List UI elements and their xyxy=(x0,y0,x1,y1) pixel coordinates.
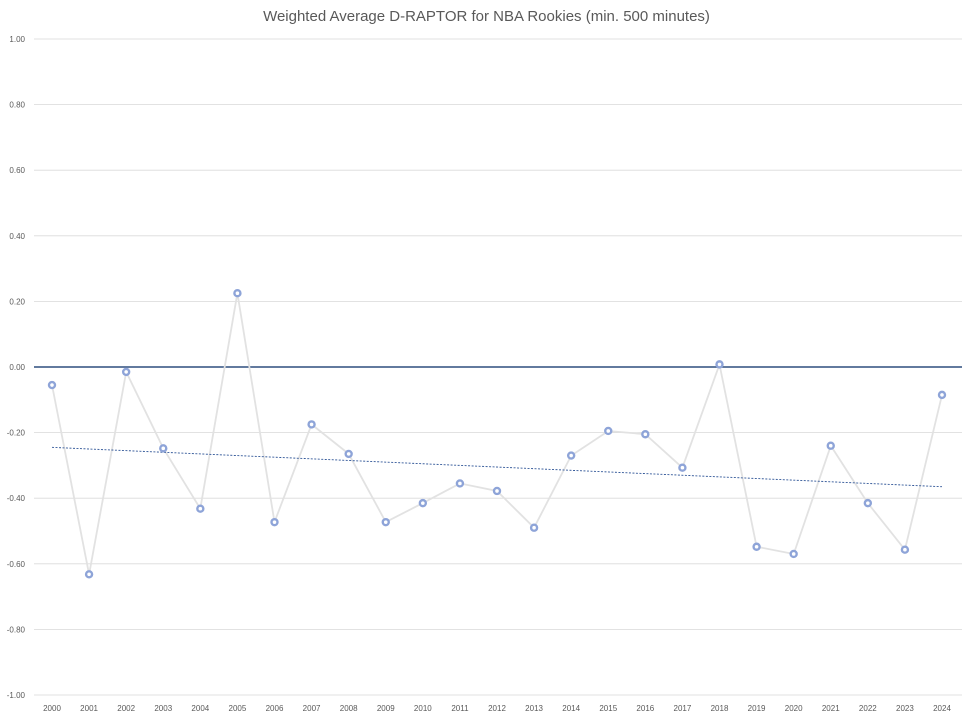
data-point xyxy=(84,570,94,579)
data-point xyxy=(863,498,873,508)
data-point xyxy=(159,444,168,453)
x-tick-label: 2003 xyxy=(154,704,172,713)
y-tick-label: 1.00 xyxy=(9,35,25,44)
x-tick-label: 2008 xyxy=(340,704,358,713)
data-point xyxy=(455,479,465,488)
x-tick-label: 2017 xyxy=(674,704,692,713)
y-tick-label: -0.80 xyxy=(7,625,26,634)
x-tick-label: 2000 xyxy=(43,704,61,713)
data-point xyxy=(826,441,835,450)
markers-layer xyxy=(47,289,947,579)
y-tick-label: -1.00 xyxy=(7,691,26,700)
x-tick-label: 2021 xyxy=(822,704,840,713)
data-point xyxy=(900,545,910,554)
trendline-layer xyxy=(51,446,943,488)
data-point xyxy=(789,549,798,559)
series-line xyxy=(51,293,943,575)
x-tick-label: 2004 xyxy=(191,704,209,713)
data-point xyxy=(604,426,613,436)
data-point xyxy=(641,430,650,439)
data-point xyxy=(121,367,131,377)
data-point xyxy=(492,486,502,496)
x-tick-label: 2023 xyxy=(896,704,914,713)
x-tick-label: 2011 xyxy=(451,704,469,713)
data-point xyxy=(937,390,947,400)
x-tick-label: 2009 xyxy=(377,704,395,713)
data-point xyxy=(47,380,57,390)
x-tick-label: 2012 xyxy=(488,704,506,713)
data-point xyxy=(307,420,316,429)
y-axis-ticks: 1.00 0.80 0.60 0.40 0.20 0.00 -0.20 -0.40 -0.60 -… xyxy=(7,35,26,700)
x-tick-label: 2014 xyxy=(562,704,580,713)
x-tick-label: 2016 xyxy=(636,704,654,713)
x-tick-label: 2015 xyxy=(599,704,617,713)
x-tick-label: 2007 xyxy=(303,704,321,713)
x-tick-label: 2005 xyxy=(229,704,247,713)
data-point xyxy=(270,517,279,527)
gridlines xyxy=(34,38,962,696)
x-tick-label: 2002 xyxy=(117,704,135,713)
x-tick-label: 2001 xyxy=(80,704,98,713)
data-point xyxy=(715,360,724,369)
data-point xyxy=(233,289,242,298)
data-point xyxy=(529,523,539,532)
y-tick-label: 0.60 xyxy=(9,166,25,175)
x-tick-label: 2013 xyxy=(525,704,543,713)
x-tick-label: 2019 xyxy=(748,704,766,713)
x-tick-label: 2024 xyxy=(933,704,951,713)
data-point xyxy=(196,504,205,513)
y-tick-label: 0.40 xyxy=(9,232,25,241)
x-tick-label: 2022 xyxy=(859,704,877,713)
y-tick-label: -0.20 xyxy=(7,429,26,438)
x-tick-label: 2010 xyxy=(414,704,432,713)
y-tick-label: 0.00 xyxy=(9,363,25,372)
y-tick-label: -0.60 xyxy=(7,560,26,569)
x-tick-label: 2006 xyxy=(266,704,284,713)
data-point xyxy=(752,542,761,551)
x-tick-label: 2018 xyxy=(711,704,729,713)
x-tick-label: 2020 xyxy=(785,704,803,713)
data-point xyxy=(381,517,390,527)
trendline xyxy=(51,446,943,488)
series-layer xyxy=(51,293,943,575)
chart-title: Weighted Average D-RAPTOR for NBA Rookie… xyxy=(263,8,710,25)
data-point xyxy=(566,451,576,460)
data-point xyxy=(418,498,428,508)
y-tick-label: -0.40 xyxy=(7,494,26,503)
data-point xyxy=(678,463,687,472)
x-axis-ticks: 2000 2001 2002 2003 2004 2005 2006 2007 2008 2009… xyxy=(43,704,951,713)
data-point xyxy=(344,449,353,459)
y-tick-label: 0.20 xyxy=(9,297,25,306)
y-tick-label: 0.80 xyxy=(9,101,25,110)
